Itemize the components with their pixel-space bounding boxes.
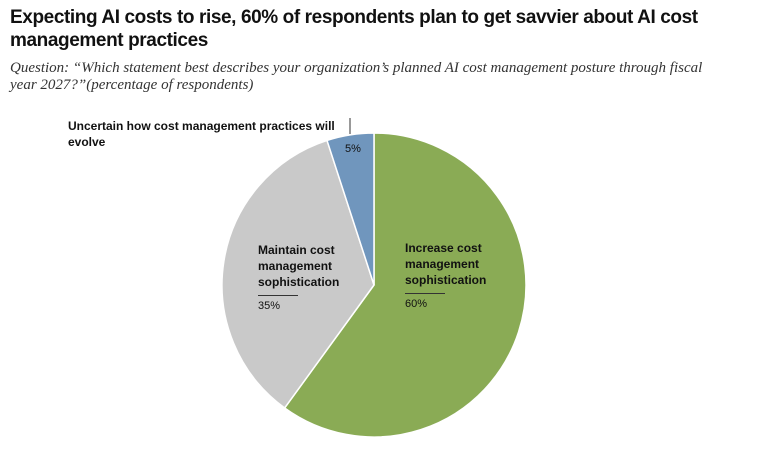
slice-label: Maintain cost management sophistication [258, 243, 340, 289]
pie-slice [283, 132, 527, 438]
slice-label: Uncertain how cost management practices … [68, 119, 335, 149]
value-label: 60% [405, 298, 428, 310]
value-label: 35% [258, 300, 281, 312]
label-rule [258, 295, 298, 296]
chart-subtitle: Question: “Which statement best describe… [10, 60, 703, 93]
label-rule [405, 293, 445, 294]
pie-slice [221, 139, 375, 410]
chart-title: Expecting AI costs to rise, 60% of respo… [10, 7, 698, 51]
slice-label: Increase cost management sophistication [405, 241, 487, 287]
value-label: 5% [345, 143, 361, 155]
pie-slice [326, 132, 375, 286]
